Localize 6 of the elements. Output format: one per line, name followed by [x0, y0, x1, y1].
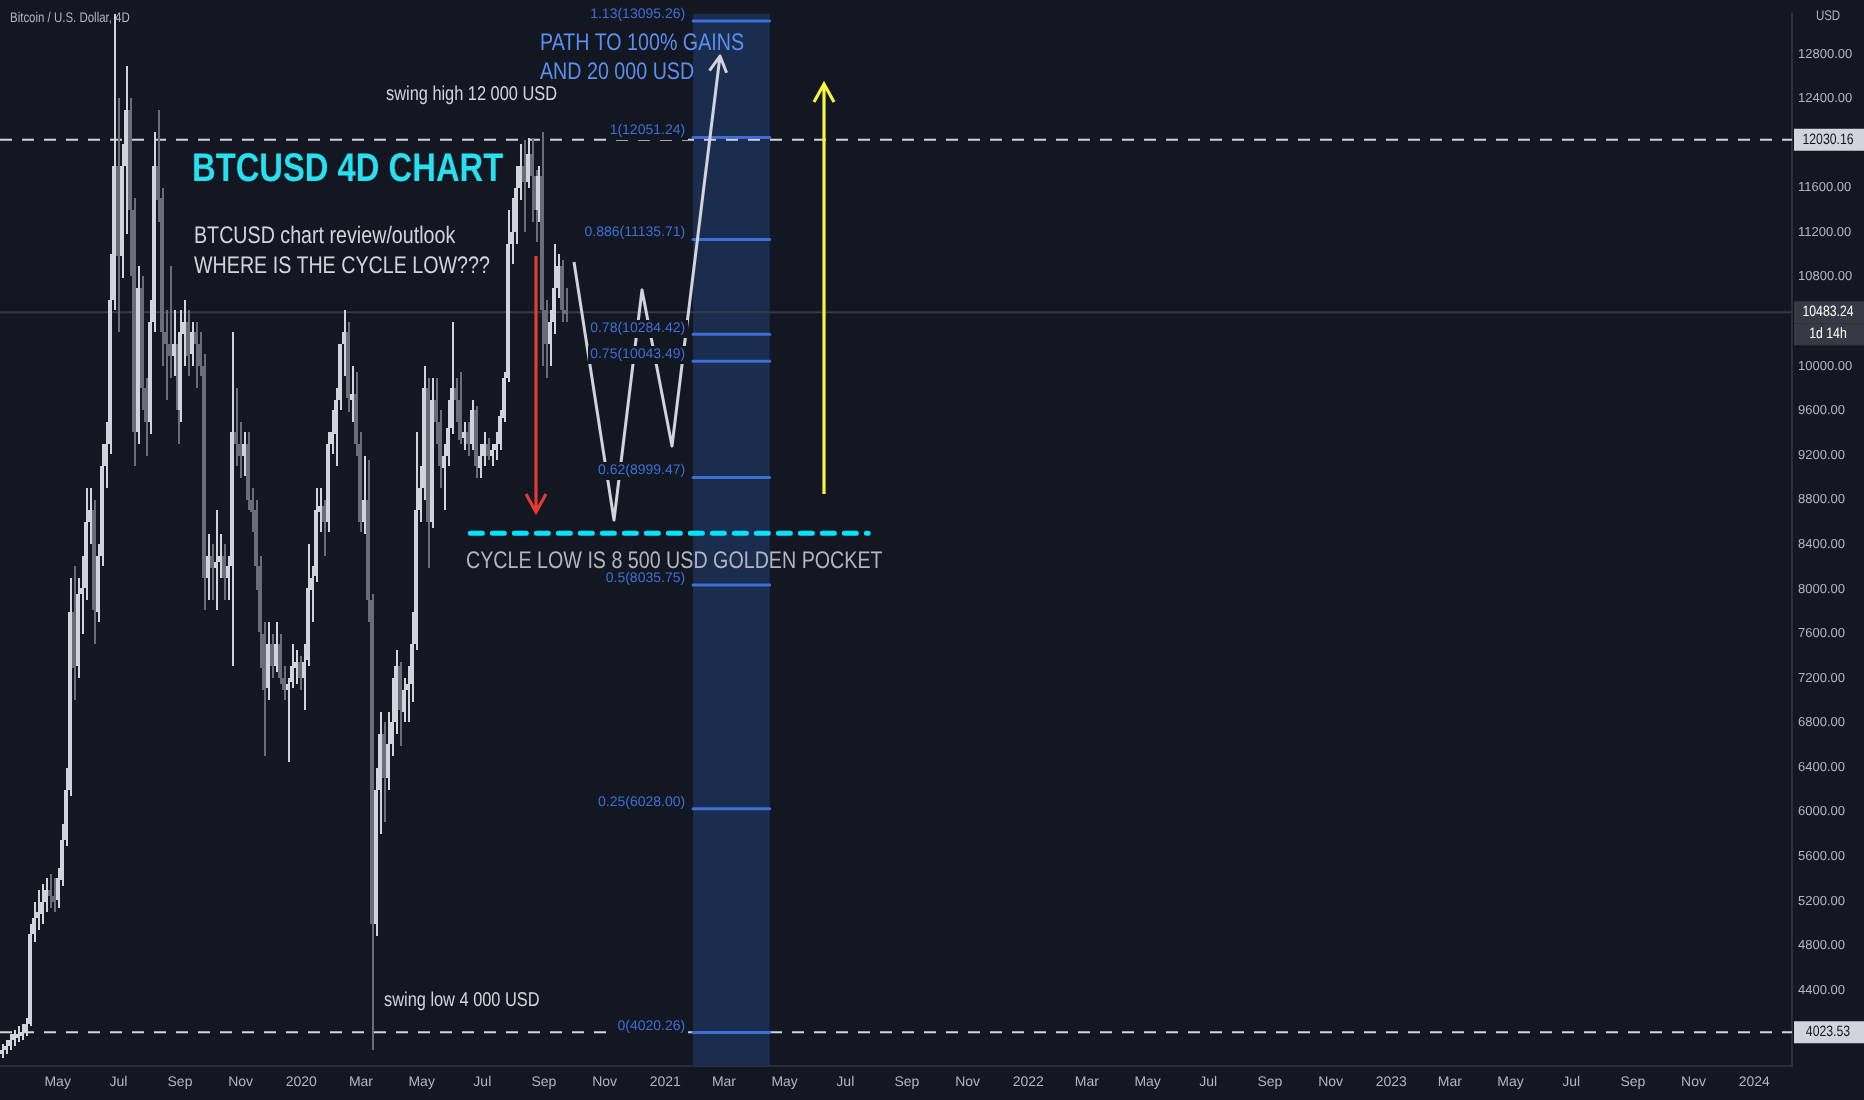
- annotation: swing low 4 000 USD: [384, 988, 541, 1010]
- annotation: CYCLE LOW IS 8 500 USD GOLDEN POCKET: [466, 548, 884, 575]
- text: BTCUSD chart review/outlook WHERE IS THE CYCLE LOW???: [194, 222, 490, 280]
- annotation: swing high 12 000 USD: [386, 82, 558, 104]
- annotation: PATH TO 100% GAINS AND 20 000 USD: [540, 30, 745, 86]
- text: BTCUSD 4D CHART: [192, 143, 504, 190]
